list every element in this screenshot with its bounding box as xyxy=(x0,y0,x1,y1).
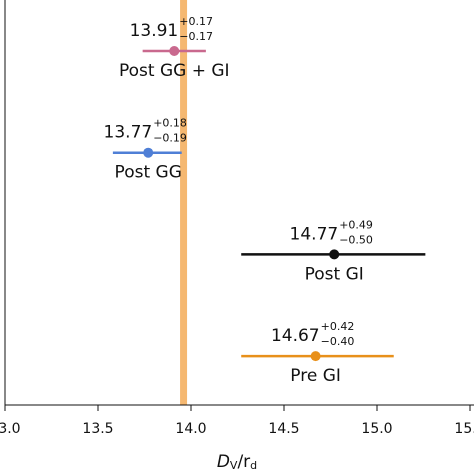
x-label-sub: V xyxy=(230,459,238,472)
x-tick-label: 13.0 xyxy=(0,421,21,437)
point xyxy=(143,147,154,158)
error-plus-label: +0.17 xyxy=(179,15,213,28)
error-minus-label: −0.40 xyxy=(321,335,355,348)
error-plus-label: +0.49 xyxy=(339,218,373,231)
value-label: 13.91 xyxy=(130,21,179,41)
x-axis-label: DV/rd xyxy=(217,452,257,472)
x-tick-label: 14.0 xyxy=(175,421,206,437)
error-plus-label: +0.18 xyxy=(153,117,187,130)
category-label: Post GG xyxy=(115,163,182,183)
error-plus-label: +0.42 xyxy=(321,320,355,333)
x-tick-label: 13.5 xyxy=(82,421,113,437)
category-label: Post GI xyxy=(305,264,364,284)
category-label: Post GG + GI xyxy=(119,61,230,81)
x-tick-label: 14.5 xyxy=(268,421,299,437)
value-label: 14.77 xyxy=(290,224,339,244)
x-label-main: D xyxy=(217,452,230,472)
x-tick-label: 15.0 xyxy=(361,421,392,437)
error-minus-label: −0.19 xyxy=(153,132,187,145)
value-label: 14.67 xyxy=(271,326,320,346)
point xyxy=(169,46,180,56)
error-minus-label: −0.17 xyxy=(179,30,213,43)
value-label: 13.77 xyxy=(104,123,153,143)
x-tick-label: 15.5 xyxy=(454,421,474,437)
x-label-mid: /r xyxy=(237,452,250,472)
x-label-sub2: d xyxy=(250,459,257,472)
point xyxy=(310,351,321,362)
category-label: Pre GI xyxy=(290,366,341,386)
error-minus-label: −0.50 xyxy=(339,233,373,246)
point xyxy=(329,249,340,260)
